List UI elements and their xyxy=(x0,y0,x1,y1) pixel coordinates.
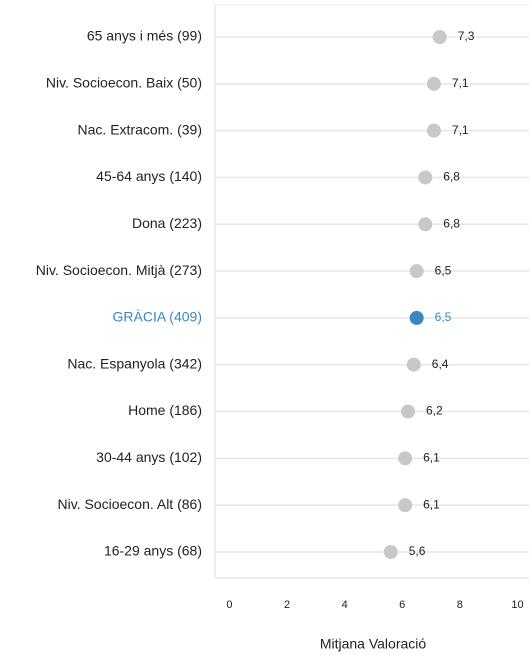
value-label: 7,3 xyxy=(458,29,475,43)
x-axis-label: Mitjana Valoració xyxy=(320,636,427,652)
value-label: 5,6 xyxy=(409,544,426,558)
dot xyxy=(418,217,433,232)
category-label: Nac. Espanyola (342) xyxy=(67,355,202,371)
x-tick-label: 2 xyxy=(284,599,290,611)
category-label: Niv. Socioecon. Mitjà (273) xyxy=(36,262,202,278)
category-label: Nac. Extracom. (39) xyxy=(78,121,202,137)
dot xyxy=(401,404,416,419)
dot xyxy=(406,357,421,372)
dot xyxy=(426,76,441,91)
value-label: 6,5 xyxy=(435,310,452,324)
category-label: Home (186) xyxy=(128,402,202,418)
value-label: 7,1 xyxy=(452,123,469,137)
dot xyxy=(398,498,413,513)
category-label: Niv. Socioecon. Alt (86) xyxy=(58,496,202,512)
value-label: 6,4 xyxy=(432,357,449,371)
value-label: 6,5 xyxy=(435,263,452,277)
dot xyxy=(409,264,424,279)
value-label: 6,2 xyxy=(426,404,443,418)
value-label: 6,1 xyxy=(423,497,440,511)
category-label: GRÀCIA (409) xyxy=(113,309,202,325)
value-label: 6,1 xyxy=(423,451,440,465)
dot xyxy=(398,451,413,466)
dot xyxy=(432,30,447,44)
category-label: 65 anys i més (99) xyxy=(87,28,202,44)
category-label: 45-64 anys (140) xyxy=(96,168,202,184)
x-tick-label: 4 xyxy=(342,599,348,611)
category-label: Dona (223) xyxy=(132,215,202,231)
value-label: 6,8 xyxy=(443,216,460,230)
value-label: 6,8 xyxy=(443,170,460,184)
x-tick-label: 8 xyxy=(457,599,463,611)
category-label: 30-44 anys (102) xyxy=(96,449,202,465)
category-label: 16-29 anys (68) xyxy=(104,543,202,559)
dot xyxy=(409,310,424,325)
dot xyxy=(383,545,398,559)
category-label: Niv. Socioecon. Baix (50) xyxy=(46,75,202,91)
dot xyxy=(418,170,433,185)
x-tick-label: 0 xyxy=(226,599,232,611)
dot xyxy=(426,123,441,138)
x-tick-label: 10 xyxy=(511,599,523,611)
x-tick-label: 6 xyxy=(399,599,405,611)
value-label: 7,1 xyxy=(452,76,469,90)
